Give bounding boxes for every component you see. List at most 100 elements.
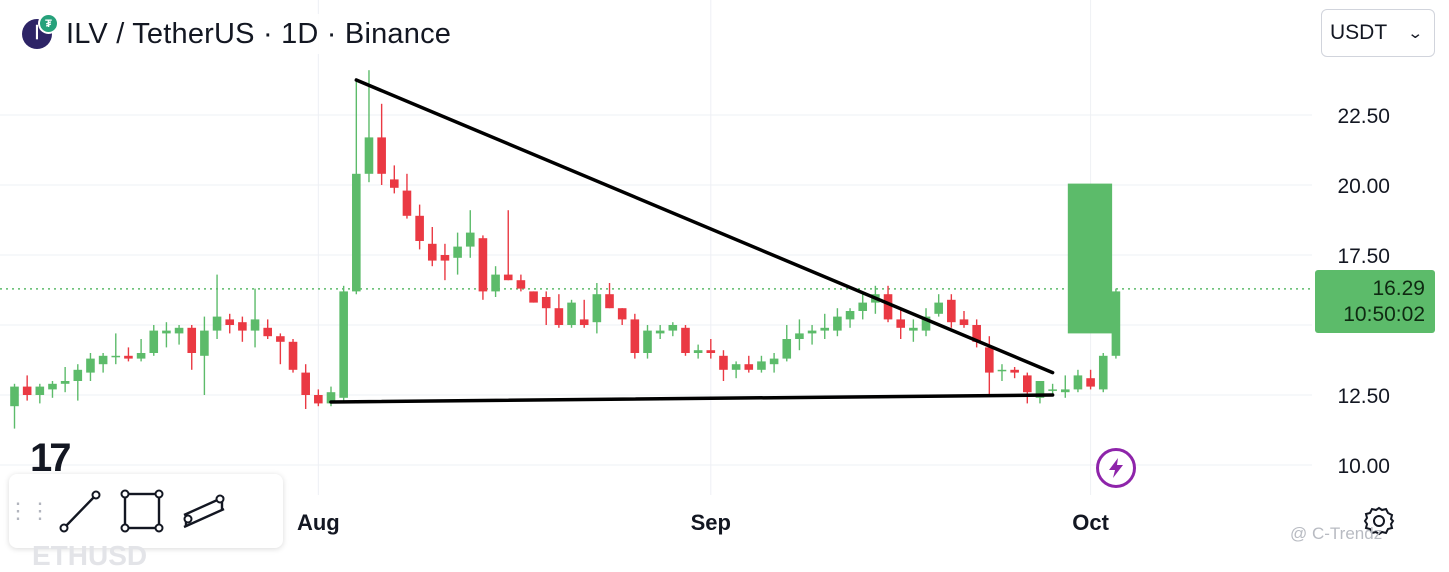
candle-body — [1010, 369, 1019, 373]
candle-body — [997, 369, 1007, 372]
candle-body — [288, 341, 298, 370]
lower-trendline[interactable] — [329, 393, 1055, 404]
price-chart[interactable]: 10.00 12.50 17.50 20.00 22.50 Aug Sep Oct — [0, 0, 1449, 560]
bar-countdown: 10:50:02 — [1343, 303, 1425, 326]
rectangle-tool[interactable] — [111, 480, 173, 542]
candle-body — [782, 339, 792, 359]
candle-body — [1060, 389, 1070, 393]
candle-body — [833, 316, 842, 331]
candle-body — [1048, 389, 1057, 391]
upper-trendline[interactable] — [354, 78, 1055, 375]
candle-body — [693, 350, 703, 353]
lightning-icon[interactable] — [1096, 448, 1136, 488]
candle-body — [22, 386, 32, 395]
candle-body — [187, 327, 197, 353]
chevron-down-icon: ⌄ — [1407, 25, 1424, 42]
trend-line-tool[interactable] — [49, 480, 111, 542]
candle-body — [909, 327, 918, 331]
candle-body — [706, 350, 716, 353]
candle-body — [225, 319, 235, 325]
candle-body — [795, 333, 804, 339]
y-tick-label: 20.00 — [1337, 175, 1390, 198]
candle-body — [111, 355, 121, 358]
candle-body — [364, 137, 374, 174]
candle-body — [200, 330, 209, 356]
candle-body — [465, 232, 475, 247]
candle-body — [390, 179, 399, 188]
candle-body — [212, 316, 222, 331]
rectangle-icon — [120, 489, 164, 533]
candle-body — [1098, 355, 1108, 390]
symbol-header[interactable]: ꟾ ₮ ILV / TetherUS · 1D · Binance — [22, 13, 460, 54]
candle-body — [174, 327, 184, 334]
candle-body — [605, 294, 614, 309]
candle-body — [529, 291, 538, 303]
candle-body — [377, 137, 386, 174]
candle-body — [655, 330, 665, 334]
candle-body — [60, 381, 70, 384]
candle-body — [541, 297, 551, 309]
candle-body — [579, 319, 589, 325]
ilv-logo-icon: ꟾ ₮ — [22, 13, 59, 49]
candle-body — [934, 302, 943, 314]
candle-body — [554, 308, 564, 325]
x-axis-label: Sep — [691, 510, 731, 535]
parallel-channel-tool[interactable] — [173, 480, 235, 542]
candle-body — [921, 316, 931, 331]
candle-body — [617, 308, 627, 320]
x-axis-label: Oct — [1072, 510, 1109, 535]
candle-body — [149, 330, 159, 353]
candle-body — [985, 347, 994, 373]
ghost-symbol-text: ETHUSD — [32, 540, 148, 571]
candle-body — [630, 319, 640, 353]
y-tick-label: 22.50 — [1337, 105, 1390, 128]
candle-body — [503, 274, 513, 281]
candle-body — [86, 358, 95, 373]
candle-body — [807, 330, 817, 334]
candle-body — [352, 173, 361, 292]
y-tick-label: 12.50 — [1337, 385, 1390, 408]
candle-body — [238, 322, 247, 331]
candle-body — [947, 299, 956, 323]
trend-line-icon — [59, 490, 101, 533]
candle-body — [744, 364, 754, 370]
candle-body — [757, 361, 766, 370]
candle-body — [972, 325, 981, 342]
last-price-label: 16.29 10:50:02 — [1315, 270, 1435, 333]
y-tick-label: 10.00 — [1337, 455, 1390, 478]
candle-body — [136, 353, 146, 359]
settings-gear-icon[interactable] — [1362, 504, 1396, 538]
drag-handle-icon[interactable]: ⋮⋮ — [7, 498, 51, 523]
candle-body — [10, 386, 19, 407]
watermark: @ C-Trendz — [1290, 524, 1383, 543]
candle-body — [301, 372, 310, 395]
candle-body — [440, 255, 450, 261]
candle-body — [98, 355, 108, 365]
currency-value: USDT — [1330, 21, 1388, 44]
candle-body — [73, 369, 83, 381]
candle-body — [681, 327, 690, 353]
candle-body — [719, 355, 728, 370]
candle-body — [250, 319, 260, 331]
candle-body — [896, 319, 905, 328]
candle-body — [453, 246, 462, 258]
candle-body — [592, 294, 602, 323]
candle-body — [820, 327, 830, 331]
tether-badge-icon: ₮ — [38, 13, 59, 34]
candle-body — [516, 280, 526, 289]
chart-title: ILV / TetherUS · 1D · Binance — [66, 17, 452, 50]
candle-body — [263, 327, 272, 337]
currency-select[interactable]: USDT ⌄ — [1321, 9, 1435, 57]
candle-body — [567, 302, 576, 325]
candle-body — [959, 319, 969, 325]
candle-body — [643, 330, 652, 353]
parallel-channel-icon — [183, 494, 225, 529]
candle-body — [339, 291, 348, 398]
candle-body — [1086, 378, 1095, 387]
candle-body — [491, 274, 500, 292]
candle-body — [314, 395, 323, 404]
candle-body — [1023, 375, 1032, 393]
candle-body — [1035, 381, 1045, 398]
candle-body — [668, 325, 678, 331]
candle-body — [478, 238, 488, 292]
